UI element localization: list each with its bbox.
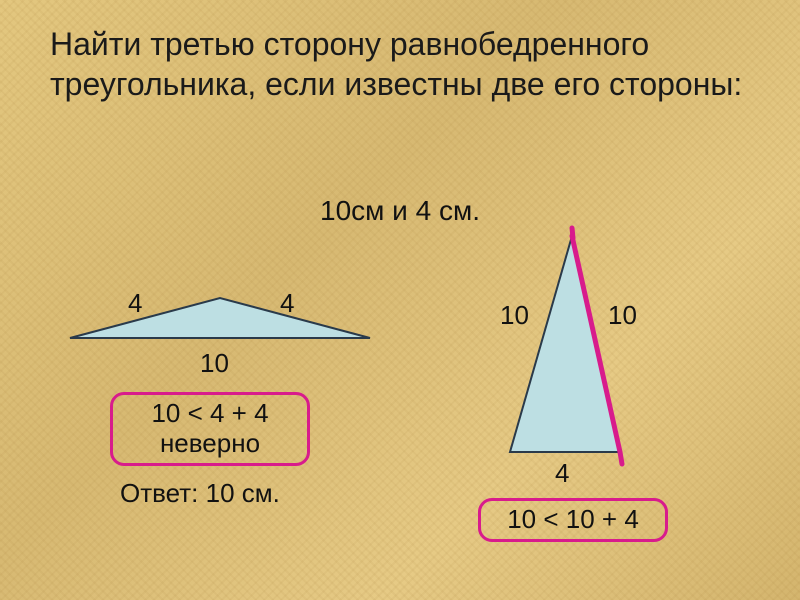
slide-content: Найти третью сторону равнобедренного тре… [0, 0, 800, 600]
tri-left-label-leftside: 4 [128, 288, 142, 319]
triangle-left-shape [70, 298, 370, 338]
inequality-box-right: 10 < 10 + 4 [478, 498, 668, 542]
given-values: 10см и 4 см. [0, 195, 800, 227]
triangle-left [60, 288, 380, 348]
tri-right-label-base: 4 [555, 458, 569, 489]
inequality-box-left: 10 < 4 + 4 неверно [110, 392, 310, 466]
answer-text: Ответ: 10 см. [120, 478, 280, 509]
highlight-bottom-tip [620, 452, 622, 464]
ineq-left-line2: неверно [123, 429, 297, 459]
tri-right-label-rightside: 10 [608, 300, 637, 331]
ineq-left-line1: 10 < 4 + 4 [123, 399, 297, 429]
tri-left-label-rightside: 4 [280, 288, 294, 319]
problem-title: Найти третью сторону равнобедренного тре… [50, 24, 750, 104]
triangle-right-highlight-overflow [480, 232, 680, 472]
highlight-top-tip [572, 228, 573, 238]
tri-left-label-base: 10 [200, 348, 229, 379]
tri-right-label-leftside: 10 [500, 300, 529, 331]
ineq-right-line1: 10 < 10 + 4 [491, 505, 655, 535]
